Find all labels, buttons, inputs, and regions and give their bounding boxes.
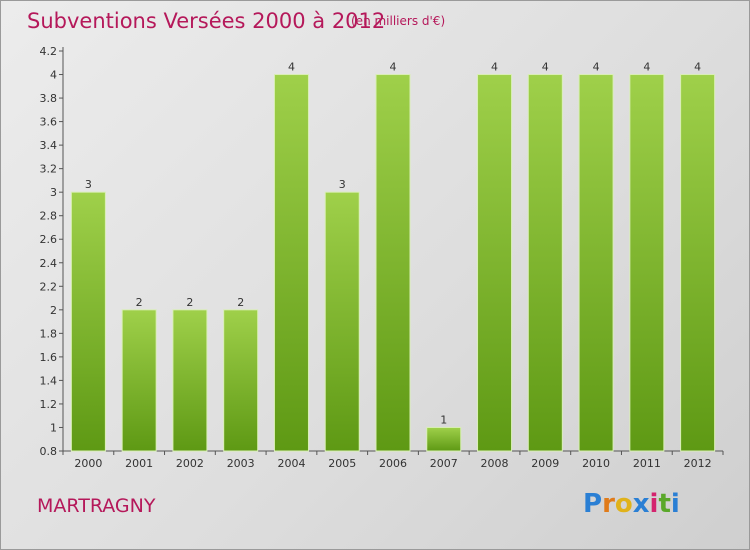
data-labels: 3 2 2 2 4 3 4 1 4 4 4 4 4 bbox=[85, 61, 701, 427]
data-label: 2 bbox=[186, 296, 193, 309]
x-axis: 2000 2001 2002 2003 2004 2005 2006 2007 2008 2009… bbox=[62, 450, 724, 470]
bar-2002 bbox=[172, 309, 208, 452]
bar-2000 bbox=[70, 191, 106, 452]
data-label: 4 bbox=[593, 61, 600, 74]
data-label: 4 bbox=[390, 61, 397, 74]
data-label: 4 bbox=[491, 61, 498, 74]
logo-letter: x bbox=[632, 489, 650, 519]
bars bbox=[70, 74, 716, 452]
x-tick-label: 2001 bbox=[125, 457, 153, 470]
y-tick-label: 3.6 bbox=[40, 116, 58, 129]
y-tick-label: 4 bbox=[50, 69, 57, 82]
x-tick-label: 2010 bbox=[582, 457, 610, 470]
y-tick-label: 3.8 bbox=[40, 92, 58, 105]
y-tick-label: 3.4 bbox=[40, 139, 58, 152]
y-axis: 0.8 1 1.2 1.4 1.6 1.8 2 2.2 2.4 2.6 2.8 3 3.2 3.4 3.6 3… bbox=[40, 45, 64, 458]
bar-2011 bbox=[629, 74, 665, 452]
data-label: 2 bbox=[136, 296, 143, 309]
x-tick-label: 2012 bbox=[684, 457, 712, 470]
x-tick-label: 2009 bbox=[531, 457, 559, 470]
y-tick-label: 1.2 bbox=[40, 398, 58, 411]
x-tick-label: 2005 bbox=[328, 457, 356, 470]
x-tick-label: 2003 bbox=[227, 457, 255, 470]
data-label: 1 bbox=[440, 413, 447, 426]
y-tick-label: 1.6 bbox=[40, 351, 58, 364]
logo-letter: P bbox=[583, 489, 603, 519]
y-tick-label: 1.8 bbox=[40, 327, 58, 340]
bar-2006 bbox=[375, 74, 411, 452]
bar-2001 bbox=[121, 309, 157, 452]
y-tick-label: 2 bbox=[50, 304, 57, 317]
y-tick-label: 2.8 bbox=[40, 210, 58, 223]
chart-title: Subventions Versées 2000 à 2012 bbox=[27, 9, 386, 33]
bar-2004 bbox=[273, 74, 309, 452]
bar-2003 bbox=[223, 309, 259, 452]
x-tick-label: 2004 bbox=[277, 457, 305, 470]
y-tick-label: 4.2 bbox=[40, 45, 58, 58]
x-tick-label: 2007 bbox=[430, 457, 458, 470]
y-tick-label: 3.2 bbox=[40, 163, 58, 176]
data-label: 2 bbox=[237, 296, 244, 309]
x-tick-label: 2008 bbox=[481, 457, 509, 470]
bar-2008 bbox=[477, 74, 513, 452]
x-tick-label: 2002 bbox=[176, 457, 204, 470]
y-tick-label: 1 bbox=[50, 421, 57, 434]
bar-2012 bbox=[680, 74, 716, 452]
bar-2009 bbox=[527, 74, 563, 452]
y-tick-label: 0.8 bbox=[40, 445, 58, 458]
bar-2005 bbox=[324, 191, 360, 452]
data-label: 3 bbox=[85, 178, 92, 191]
bar-2007 bbox=[426, 426, 462, 452]
commune-name: MARTRAGNY bbox=[37, 495, 156, 517]
data-label: 4 bbox=[694, 61, 701, 74]
x-tick-label: 2011 bbox=[633, 457, 661, 470]
logo-letter: i bbox=[649, 489, 659, 519]
logo-letter: t bbox=[658, 489, 671, 519]
logo-letter: o bbox=[614, 489, 633, 519]
chart-subtitle: (en milliers d'€) bbox=[351, 14, 446, 28]
bar-2010 bbox=[578, 74, 614, 452]
y-tick-label: 2.2 bbox=[40, 280, 58, 293]
data-label: 4 bbox=[643, 61, 650, 74]
data-label: 3 bbox=[339, 178, 346, 191]
y-tick-label: 2.6 bbox=[40, 233, 58, 246]
y-tick-label: 1.4 bbox=[40, 374, 58, 387]
logo-letter: r bbox=[602, 489, 615, 519]
y-tick-label: 2.4 bbox=[40, 257, 58, 270]
proxiti-logo: Proxiti bbox=[583, 489, 680, 519]
y-tick-label: 3 bbox=[50, 186, 57, 199]
data-label: 4 bbox=[542, 61, 549, 74]
data-label: 4 bbox=[288, 61, 295, 74]
x-tick-label: 2006 bbox=[379, 457, 407, 470]
logo-letter: i bbox=[670, 489, 680, 519]
x-tick-label: 2000 bbox=[74, 457, 102, 470]
